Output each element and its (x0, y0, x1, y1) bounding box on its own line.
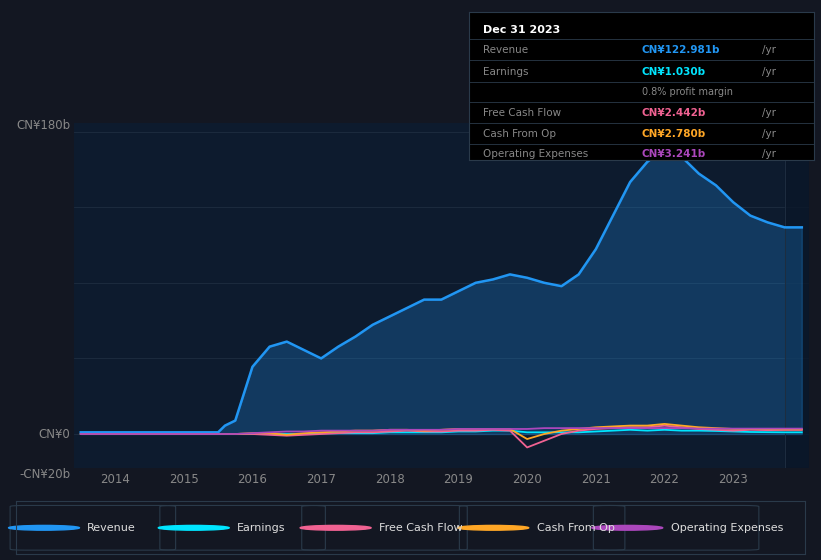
Text: Revenue: Revenue (483, 45, 528, 55)
Text: -CN¥20b: -CN¥20b (19, 468, 71, 480)
Text: CN¥180b: CN¥180b (16, 119, 71, 132)
Text: /yr: /yr (762, 108, 776, 118)
Text: Cash From Op: Cash From Op (483, 129, 556, 139)
Text: Earnings: Earnings (483, 67, 528, 77)
Text: Cash From Op: Cash From Op (537, 523, 614, 533)
Text: Dec 31 2023: Dec 31 2023 (483, 25, 560, 35)
Text: /yr: /yr (762, 149, 776, 159)
Circle shape (300, 525, 371, 530)
Circle shape (158, 525, 229, 530)
Bar (785, 123, 809, 468)
Circle shape (458, 525, 529, 530)
Text: CN¥1.030b: CN¥1.030b (641, 67, 705, 77)
Text: Free Cash Flow: Free Cash Flow (483, 108, 561, 118)
Text: Free Cash Flow: Free Cash Flow (379, 523, 462, 533)
Text: Operating Expenses: Operating Expenses (671, 523, 783, 533)
Text: CN¥2.442b: CN¥2.442b (641, 108, 706, 118)
Text: Operating Expenses: Operating Expenses (483, 149, 588, 159)
Text: CN¥3.241b: CN¥3.241b (641, 149, 706, 159)
Text: 0.8% profit margin: 0.8% profit margin (641, 87, 732, 97)
Circle shape (8, 525, 80, 530)
Text: Earnings: Earnings (237, 523, 286, 533)
Text: CN¥2.780b: CN¥2.780b (641, 129, 706, 139)
Text: CN¥0: CN¥0 (39, 427, 71, 441)
Text: /yr: /yr (762, 67, 776, 77)
Text: Revenue: Revenue (87, 523, 136, 533)
Circle shape (592, 525, 663, 530)
Text: CN¥122.981b: CN¥122.981b (641, 45, 720, 55)
Text: /yr: /yr (762, 129, 776, 139)
Text: /yr: /yr (762, 45, 776, 55)
